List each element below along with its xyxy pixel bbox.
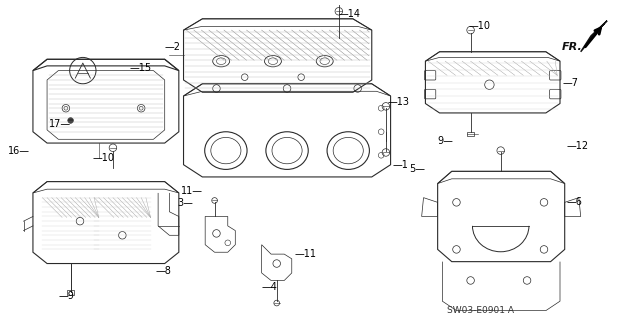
Polygon shape bbox=[580, 21, 607, 52]
Text: —11: —11 bbox=[294, 249, 317, 259]
Text: —12: —12 bbox=[566, 141, 589, 151]
Text: —10: —10 bbox=[92, 153, 114, 163]
Text: —14: —14 bbox=[339, 9, 361, 19]
Text: —8: —8 bbox=[156, 266, 171, 276]
Text: FR.: FR. bbox=[562, 42, 582, 52]
Text: —2: —2 bbox=[164, 42, 180, 52]
Text: —13: —13 bbox=[388, 97, 410, 107]
Text: 5—: 5— bbox=[410, 164, 426, 174]
Text: —1: —1 bbox=[392, 160, 408, 170]
Text: 3—: 3— bbox=[177, 198, 193, 208]
Text: 11—: 11— bbox=[181, 186, 204, 196]
Text: —9: —9 bbox=[58, 292, 74, 301]
Text: 16—: 16— bbox=[8, 146, 30, 156]
Text: SW03-E0901 A: SW03-E0901 A bbox=[447, 306, 514, 315]
Circle shape bbox=[68, 118, 74, 123]
Text: —15: —15 bbox=[130, 63, 152, 73]
Text: 9—: 9— bbox=[438, 136, 454, 146]
Text: —4: —4 bbox=[262, 282, 278, 292]
Text: 17—: 17— bbox=[49, 119, 70, 129]
Text: —6: —6 bbox=[566, 197, 582, 207]
Text: —7: —7 bbox=[563, 78, 579, 88]
Text: —10: —10 bbox=[468, 21, 491, 31]
